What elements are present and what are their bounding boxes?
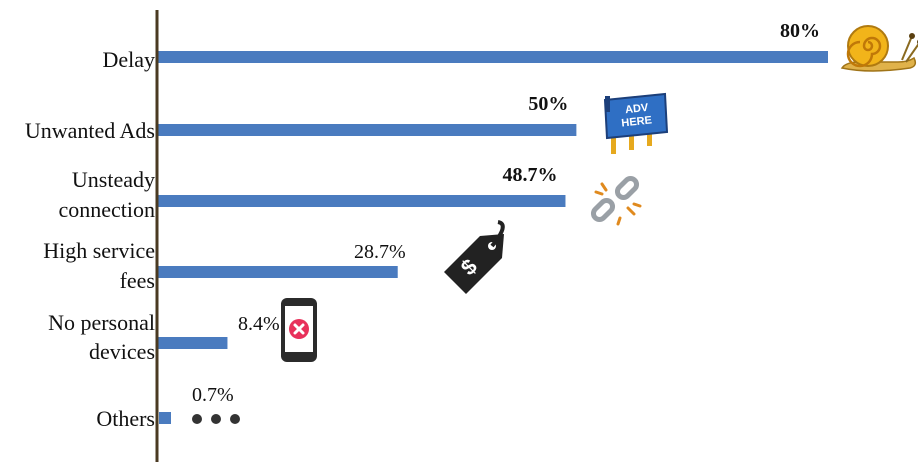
bar-no-personal-devices (157, 337, 228, 349)
category-label-high-service-fees-2: fees (120, 268, 155, 293)
price-tag-icon: $ (444, 220, 505, 294)
bar-delay (157, 51, 828, 63)
bar-unsteady-connection (157, 195, 566, 207)
category-label-no-personal-devices-2: devices (89, 339, 155, 364)
bar-others (159, 412, 171, 424)
bar-high-service-fees (157, 266, 398, 278)
broken-link-icon (590, 175, 642, 226)
value-label-high-service-fees: 28.7% (354, 241, 406, 263)
value-label-delay: 80% (780, 20, 820, 42)
value-label-no-personal-devices: 8.4% (238, 313, 280, 335)
value-label-unsteady-connection: 48.7% (502, 164, 557, 186)
phone-x-icon (281, 298, 317, 362)
billboard-text-line-1: ADV (625, 102, 650, 116)
snail-icon (840, 25, 918, 72)
bar-unwanted-ads (157, 124, 577, 136)
ellipsis-icon (192, 414, 240, 424)
billboard-text-line-2: HERE (621, 114, 653, 129)
category-label-unsteady-connection-2: connection (58, 197, 155, 222)
value-label-others: 0.7% (192, 384, 234, 406)
category-label-others: Others (96, 406, 155, 431)
category-label-no-personal-devices-1: No personal (48, 310, 155, 335)
category-label-delay: Delay (102, 47, 155, 72)
category-label-high-service-fees-1: High service (43, 238, 155, 263)
category-label-unwanted-ads: Unwanted Ads (25, 118, 155, 143)
labels-group: Delay 80% Unwanted Ads 50% Unsteady connectio… (25, 20, 820, 431)
value-label-unwanted-ads: 50% (528, 93, 568, 115)
bars-group (157, 51, 828, 424)
category-label-unsteady-connection-1: Unsteady (72, 167, 155, 192)
